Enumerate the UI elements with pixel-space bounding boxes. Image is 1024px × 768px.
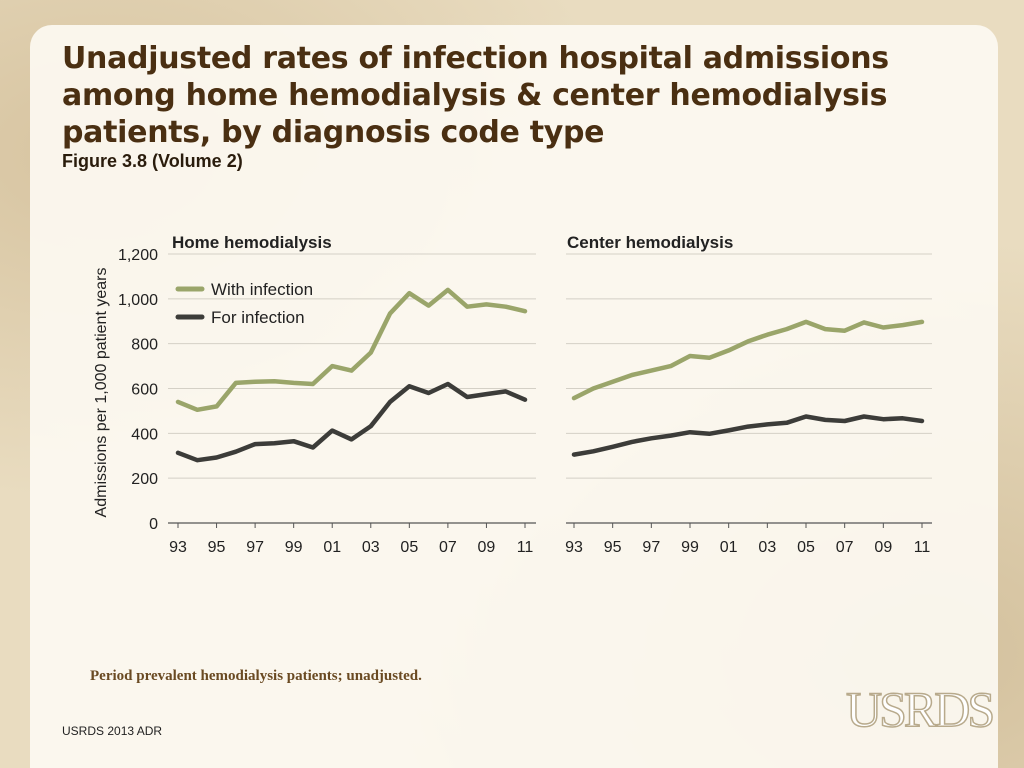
- y-tick-label-3: 600: [131, 382, 158, 399]
- x-tick-label-1-9: 11: [914, 539, 931, 556]
- y-tick-label-0: 0: [149, 516, 158, 533]
- x-tick-label-0-7: 07: [439, 539, 457, 556]
- series-line-0-for-infection: [175, 381, 528, 463]
- x-tick-label-1-0: 93: [565, 539, 583, 556]
- legend-label-0: With infection: [211, 280, 313, 299]
- x-tick-label-1-1: 95: [604, 539, 622, 556]
- y-tick-label-1: 200: [131, 471, 158, 488]
- y-tick-label-4: 800: [131, 337, 158, 354]
- x-tick-label-0-8: 09: [478, 539, 496, 556]
- x-tick-label-0-1: 95: [208, 539, 226, 556]
- slide-title: Unadjusted rates of infection hospital a…: [62, 41, 889, 150]
- y-tick-label-6: 1,200: [118, 247, 158, 264]
- x-tick-label-0-9: 11: [517, 539, 534, 556]
- x-tick-label-0-0: 93: [169, 539, 187, 556]
- legend-label-1: For infection: [211, 308, 305, 327]
- x-tick-label-1-3: 99: [681, 539, 699, 556]
- x-tick-label-1-8: 09: [874, 539, 892, 556]
- x-tick-label-0-4: 01: [323, 539, 341, 556]
- usrds-logo: USRDS: [845, 680, 996, 738]
- figure-subtitle: Figure 3.8 (Volume 2): [62, 151, 243, 171]
- panel-title-1: Center hemodialysis: [567, 233, 733, 252]
- series-line-1-for-infection: [571, 414, 925, 457]
- y-axis-label: Admissions per 1,000 patient years: [93, 268, 110, 518]
- x-tick-label-0-5: 03: [362, 539, 380, 556]
- x-tick-label-1-5: 03: [758, 539, 776, 556]
- x-tick-label-0-2: 97: [246, 539, 264, 556]
- footnote: Period prevalent hemodialysis patients; …: [90, 668, 422, 684]
- x-tick-label-1-6: 05: [797, 539, 815, 556]
- y-tick-label-5: 1,000: [118, 292, 158, 309]
- source-label: USRDS 2013 ADR: [62, 724, 163, 738]
- y-tick-label-2: 400: [131, 426, 158, 443]
- x-tick-label-1-2: 97: [642, 539, 660, 556]
- x-tick-label-0-6: 05: [400, 539, 418, 556]
- panel-title-0: Home hemodialysis: [172, 233, 332, 252]
- series-line-1-with-infection: [571, 319, 925, 401]
- x-tick-label-1-7: 07: [836, 539, 854, 556]
- x-tick-label-0-3: 99: [285, 539, 303, 556]
- x-tick-label-1-4: 01: [720, 539, 738, 556]
